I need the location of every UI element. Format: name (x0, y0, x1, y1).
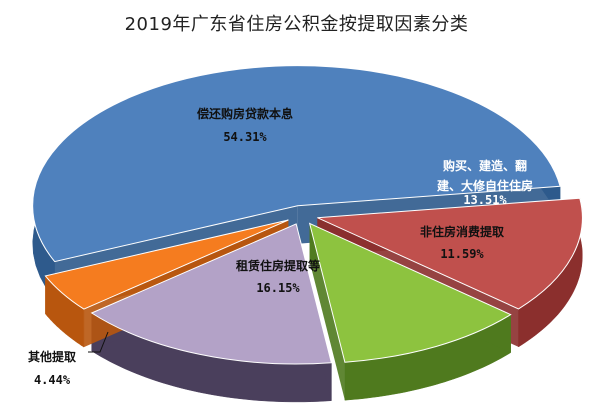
pie-slice-2 (308, 222, 512, 363)
slice-value-2: 11.59% (440, 247, 484, 261)
slice-label-1-line-1: 建、大修自住住房 (436, 178, 533, 193)
chart-title: 2019年广东省住房公积金按提取因素分类 (124, 14, 469, 35)
pie-slice-1 (317, 197, 583, 310)
slice-value-0: 54.31% (223, 130, 267, 144)
slice-label-0: 偿还购房贷款本息 (197, 106, 293, 121)
pie-slice-0 (32, 65, 561, 263)
slice-label-2: 非住房消费提取 (420, 224, 504, 239)
slice-value-4: 4.44% (34, 373, 71, 387)
slice-label-3: 租赁住房提取等 (236, 258, 320, 273)
pie-slice-3 (90, 223, 333, 365)
slice-value-3: 16.15% (256, 281, 300, 295)
pie-slice-4 (44, 219, 289, 310)
pie-top-faces (32, 65, 583, 365)
slice-label-4: 其他提取 (28, 349, 76, 364)
slice-value-1: 13.51% (463, 193, 507, 207)
pie-slice-cut-2-1 (309, 223, 345, 401)
leader-line-other (88, 331, 109, 353)
slice-label-1-line-0: 购买、建造、翻 (443, 158, 527, 173)
